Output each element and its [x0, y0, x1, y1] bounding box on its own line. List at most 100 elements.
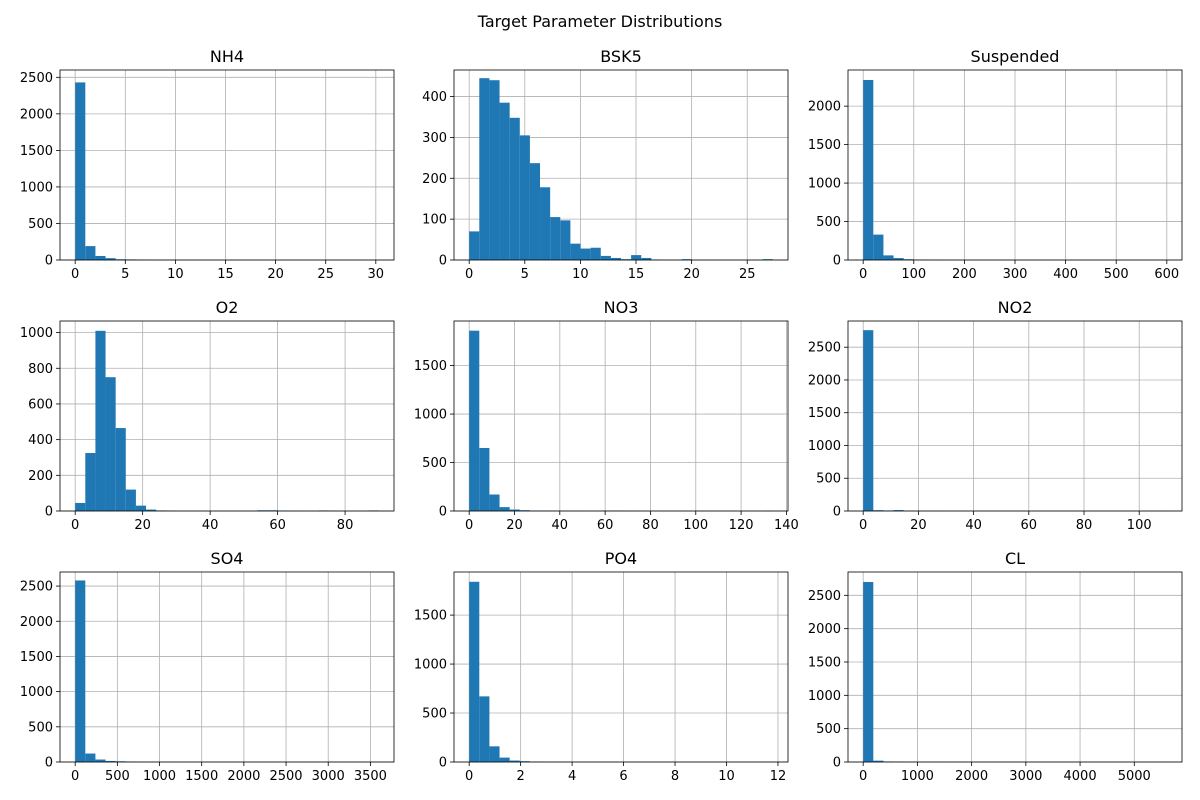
y-tick-label: 2500: [20, 71, 53, 86]
x-tick-label: 5: [521, 267, 529, 282]
histogram-bar: [509, 117, 520, 260]
histogram-bar: [873, 760, 884, 762]
x-tick-label: 0: [465, 769, 473, 784]
histogram-bar: [85, 453, 96, 511]
x-tick-label: 6: [619, 769, 627, 784]
subplot-so4: 0 500 1000 1500 2000 2500 3000 3500 0 500 1000 1500…: [20, 549, 395, 784]
histogram-bar: [479, 447, 490, 511]
y-tick-label: 500: [816, 722, 841, 737]
subplot-suspended: 0 100 200 300 400 500 600 0 500 1000 1500 2000 Suspe…: [808, 47, 1183, 282]
x-tick-label: 60: [597, 518, 614, 533]
y-tick-label: 0: [45, 505, 53, 520]
histogram-bar: [540, 187, 551, 260]
x-tick-label: 3000: [1009, 769, 1042, 784]
subplot-title: NO2: [998, 298, 1033, 317]
histogram-bar: [893, 258, 904, 260]
x-tick-label: 0: [71, 267, 79, 282]
x-tick-label: 80: [642, 518, 659, 533]
y-tick-label: 0: [833, 505, 841, 520]
histogram-bar: [115, 428, 126, 511]
x-tick-label: 40: [552, 518, 569, 533]
histogram-bar: [499, 507, 510, 511]
y-tick-label: 500: [816, 472, 841, 487]
histogram-bar: [529, 163, 541, 260]
y-tick-label: 800: [28, 362, 53, 377]
histogram-bar: [621, 259, 632, 260]
histogram-bar: [479, 78, 490, 260]
y-tick-label: 300: [422, 131, 447, 146]
histogram-bar: [105, 258, 116, 260]
x-tick-label: 30: [368, 267, 385, 282]
histogram-bar: [610, 257, 621, 260]
y-tick-label: 0: [833, 756, 841, 771]
y-tick-label: 1500: [808, 406, 841, 421]
histogram-bar: [631, 255, 642, 260]
y-tick-label: 500: [422, 456, 447, 471]
histogram-bar: [469, 581, 480, 762]
y-tick-label: 1000: [414, 658, 447, 673]
axes-frame: [453, 69, 789, 261]
x-tick-label: 400: [1053, 267, 1078, 282]
histogram-bar: [641, 257, 652, 260]
x-tick-label: 600: [1154, 267, 1179, 282]
y-tick-label: 500: [28, 217, 53, 232]
histogram-bar: [499, 102, 510, 260]
x-tick-label: 0: [859, 267, 867, 282]
x-tick-label: 3000: [312, 769, 345, 784]
x-tick-label: 0: [465, 518, 473, 533]
y-tick-label: 1500: [414, 609, 447, 624]
histogram-bar: [560, 220, 571, 260]
x-tick-label: 2000: [955, 769, 988, 784]
subplot-title: O2: [216, 298, 239, 317]
y-tick-label: 2000: [808, 100, 841, 115]
histogram-bar: [95, 330, 106, 511]
histogram-bar: [489, 494, 500, 511]
x-tick-label: 500: [105, 769, 130, 784]
subplot-cl: 0 1000 2000 3000 4000 5000 0 500 1000 1500 2000 250…: [808, 549, 1183, 784]
subplot-title: NH4: [210, 47, 244, 66]
y-tick-label: 200: [422, 172, 447, 187]
x-tick-label: 100: [683, 518, 708, 533]
x-tick-label: 2: [517, 769, 525, 784]
x-tick-label: 5: [121, 267, 129, 282]
axes-frame: [453, 571, 789, 763]
y-tick-label: 1500: [414, 359, 447, 374]
y-tick-label: 2500: [808, 341, 841, 356]
x-tick-label: 1000: [143, 769, 176, 784]
x-tick-label: 200: [952, 267, 977, 282]
histogram-bar: [95, 255, 106, 260]
x-tick-label: 0: [465, 267, 473, 282]
subplot-title: SO4: [211, 549, 244, 568]
y-tick-label: 0: [45, 254, 53, 269]
y-tick-label: 100: [422, 213, 447, 228]
y-tick-label: 200: [28, 469, 53, 484]
x-tick-label: 20: [910, 518, 927, 533]
y-tick-label: 2500: [808, 589, 841, 604]
y-tick-label: 500: [422, 707, 447, 722]
x-tick-label: 80: [1076, 518, 1093, 533]
x-tick-label: 60: [1021, 518, 1038, 533]
histogram-bar: [469, 330, 480, 511]
x-tick-label: 140: [774, 518, 799, 533]
subplot-no3: 0 20 40 60 80 100 120 140 0 500 1000 1500 NO3: [414, 298, 799, 533]
x-tick-label: 0: [859, 518, 867, 533]
y-tick-label: 500: [28, 720, 53, 735]
y-tick-label: 2000: [808, 373, 841, 388]
y-tick-label: 2000: [808, 622, 841, 637]
x-tick-label: 10: [167, 267, 184, 282]
y-tick-label: 1500: [808, 138, 841, 153]
histogram-bar: [863, 330, 874, 511]
y-tick-label: 1000: [414, 408, 447, 423]
y-tick-label: 1500: [20, 650, 53, 665]
x-tick-label: 40: [965, 518, 982, 533]
x-tick-label: 80: [337, 518, 354, 533]
x-tick-label: 15: [628, 267, 645, 282]
x-tick-label: 60: [269, 518, 286, 533]
x-tick-label: 500: [1104, 267, 1129, 282]
histogram-bar: [580, 248, 591, 260]
histogram-bar: [489, 746, 500, 762]
